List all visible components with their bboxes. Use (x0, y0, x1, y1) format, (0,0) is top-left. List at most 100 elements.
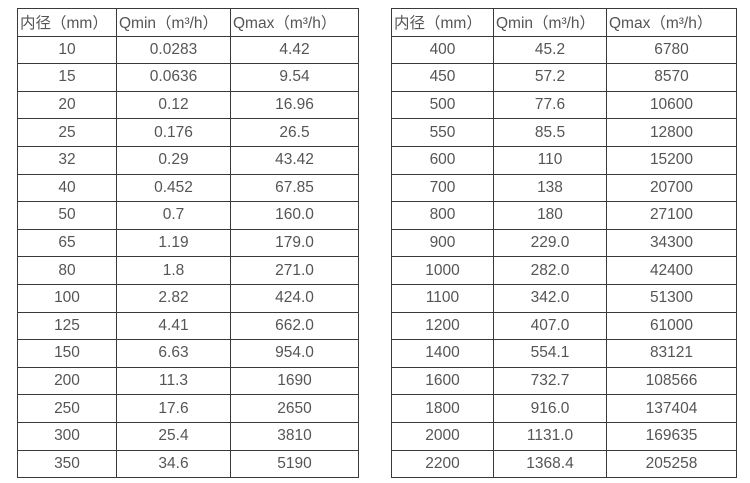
diameter-cell: 125 (17, 311, 117, 341)
qmax-cell: 4.42 (230, 35, 359, 65)
table-row: 1400 554.1 83121 (391, 339, 737, 368)
qmax-cell: 1690 (230, 366, 359, 396)
qmax-cell: 27100 (606, 201, 737, 230)
diameter-cell: 15 (17, 63, 117, 92)
table-row: 1600 732.7 108566 (391, 366, 737, 396)
table-row: 2200 1368.4 205258 (391, 449, 737, 479)
table-row: 32 0.29 43.42 (17, 145, 359, 175)
qmax-cell: 8570 (606, 63, 737, 92)
table-row: 40 0.452 67.85 (17, 173, 359, 203)
diameter-cell: 1600 (391, 366, 494, 396)
qmin-cell: 17.6 (116, 394, 231, 423)
qmin-cell: 77.6 (493, 90, 607, 120)
qmax-cell: 137404 (606, 394, 737, 423)
diameter-cell: 25 (17, 118, 117, 147)
qmax-cell: 954.0 (230, 339, 359, 368)
qmin-cell: 342.0 (493, 283, 607, 313)
diameter-cell: 500 (391, 90, 494, 120)
qmin-cell: 0.0283 (116, 35, 231, 65)
diameter-cell: 300 (17, 421, 117, 451)
qmax-cell: 43.42 (230, 145, 359, 175)
qmin-cell: 110 (493, 145, 607, 175)
qmax-cell: 424.0 (230, 283, 359, 313)
qmin-cell: 57.2 (493, 63, 607, 92)
qmax-cell: 10600 (606, 90, 737, 120)
qmax-cell: 26.5 (230, 118, 359, 147)
qmax-cell: 6780 (606, 35, 737, 65)
qmin-cell: 554.1 (493, 339, 607, 368)
diameter-cell: 400 (391, 35, 494, 65)
qmax-cell: 16.96 (230, 90, 359, 120)
qmin-cell: 6.63 (116, 339, 231, 368)
table-row: 1800 916.0 137404 (391, 394, 737, 423)
qmax-cell: 3810 (230, 421, 359, 451)
qmin-cell: 1.8 (116, 256, 231, 285)
table-row: 1000 282.0 42400 (391, 256, 737, 285)
table-row: 200 11.3 1690 (17, 366, 359, 396)
qmin-cell: 25.4 (116, 421, 231, 451)
diameter-cell: 1100 (391, 283, 494, 313)
diameter-cell: 1400 (391, 339, 494, 368)
qmax-cell: 61000 (606, 311, 737, 341)
table-row: 350 34.6 5190 (17, 449, 359, 479)
diameter-cell: 250 (17, 394, 117, 423)
diameter-cell: 200 (17, 366, 117, 396)
table-row: 15 0.0636 9.54 (17, 63, 359, 92)
diameter-cell: 1800 (391, 394, 494, 423)
table-row: 500 77.6 10600 (391, 90, 737, 120)
qmin-cell: 1368.4 (493, 449, 607, 479)
qmax-cell: 15200 (606, 145, 737, 175)
diameter-cell: 800 (391, 201, 494, 230)
qmax-cell: 2650 (230, 394, 359, 423)
column-header-2: Qmax（m³/h） (606, 8, 737, 37)
table-row: 65 1.19 179.0 (17, 228, 359, 258)
qmin-cell: 1.19 (116, 228, 231, 258)
table-row: 80 1.8 271.0 (17, 256, 359, 285)
qmax-cell: 9.54 (230, 63, 359, 92)
diameter-cell: 80 (17, 256, 117, 285)
qmin-cell: 1131.0 (493, 421, 607, 451)
qmax-cell: 108566 (606, 366, 737, 396)
flow-table-small-diameters: 内径（mm） Qmin（m³/h） Qmax（m³/h） 10 0.0283 4.42 15… (17, 8, 359, 479)
qmax-cell: 5190 (230, 449, 359, 479)
diameter-cell: 150 (17, 339, 117, 368)
qmax-cell: 179.0 (230, 228, 359, 258)
table-row: 150 6.63 954.0 (17, 339, 359, 368)
qmax-cell: 42400 (606, 256, 737, 285)
table-row: 800 180 27100 (391, 201, 737, 230)
qmin-cell: 0.12 (116, 90, 231, 120)
table-row: 125 4.41 662.0 (17, 311, 359, 341)
qmax-cell: 662.0 (230, 311, 359, 341)
diameter-cell: 1000 (391, 256, 494, 285)
qmin-cell: 85.5 (493, 118, 607, 147)
qmin-cell: 229.0 (493, 228, 607, 258)
diameter-cell: 700 (391, 173, 494, 203)
diameter-cell: 900 (391, 228, 494, 258)
header-row: 内径（mm） Qmin（m³/h） Qmax（m³/h） (17, 8, 359, 37)
table-row: 550 85.5 12800 (391, 118, 737, 147)
diameter-cell: 550 (391, 118, 494, 147)
table-row: 600 110 15200 (391, 145, 737, 175)
qmin-cell: 2.82 (116, 283, 231, 313)
diameter-cell: 20 (17, 90, 117, 120)
diameter-cell: 2200 (391, 449, 494, 479)
qmin-cell: 138 (493, 173, 607, 203)
diameter-cell: 350 (17, 449, 117, 479)
flow-table-large-diameters: 内径（mm） Qmin（m³/h） Qmax（m³/h） 400 45.2 6780 450… (391, 8, 737, 479)
table-row: 400 45.2 6780 (391, 35, 737, 65)
qmin-cell: 34.6 (116, 449, 231, 479)
qmax-cell: 169635 (606, 421, 737, 451)
table-row: 250 17.6 2650 (17, 394, 359, 423)
column-header-0: 内径（mm） (391, 8, 494, 37)
table-row: 300 25.4 3810 (17, 421, 359, 451)
qmax-cell: 271.0 (230, 256, 359, 285)
column-header-1: Qmin（m³/h） (116, 8, 231, 37)
diameter-cell: 2000 (391, 421, 494, 451)
column-header-2: Qmax（m³/h） (230, 8, 359, 37)
diameter-cell: 65 (17, 228, 117, 258)
qmax-cell: 20700 (606, 173, 737, 203)
table-row: 900 229.0 34300 (391, 228, 737, 258)
qmax-cell: 205258 (606, 449, 737, 479)
qmax-cell: 160.0 (230, 201, 359, 230)
